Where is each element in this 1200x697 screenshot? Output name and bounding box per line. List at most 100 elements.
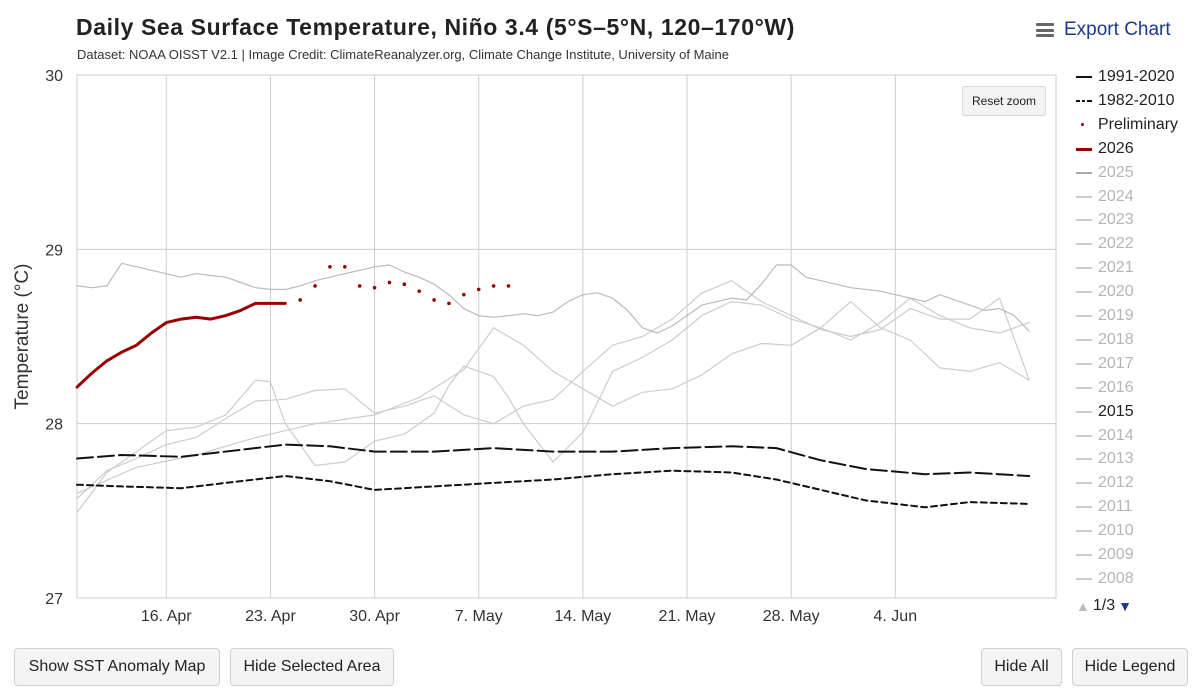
legend-item-1982-2010[interactable]: 1982-2010 <box>1076 90 1175 112</box>
legend-item-2026[interactable]: 2026 <box>1076 138 1134 160</box>
legend-item-2015[interactable]: 2015 <box>1076 401 1134 423</box>
legend-label: 2022 <box>1098 235 1134 253</box>
legend-item-Preliminary[interactable]: Preliminary <box>1076 114 1178 136</box>
legend-symbol-icon <box>1076 71 1092 83</box>
pager-down-icon[interactable]: ▼ <box>1118 598 1132 614</box>
legend-symbol-icon <box>1076 214 1092 226</box>
preliminary-point <box>432 298 436 302</box>
legend-label: 2023 <box>1098 211 1134 229</box>
x-tick-label: 4. Jun <box>874 608 918 625</box>
legend-symbol-icon <box>1076 167 1092 179</box>
preliminary-point <box>387 280 392 285</box>
series-2026-line <box>75 301 287 389</box>
legend-label: Preliminary <box>1098 115 1179 133</box>
legend-symbol-icon <box>1076 358 1092 370</box>
hide-all-button[interactable]: Hide All <box>981 648 1062 686</box>
x-tick-label: 14. May <box>554 608 611 625</box>
legend-label: 2024 <box>1098 187 1134 205</box>
pager-label: 1/3 <box>1092 597 1116 614</box>
legend-label: 2025 <box>1098 163 1134 181</box>
legend-symbol-icon <box>1076 262 1092 274</box>
legend-item-2008[interactable]: 2008 <box>1076 568 1134 590</box>
legend-item-2024[interactable]: 2024 <box>1076 186 1134 208</box>
reset-zoom-button[interactable]: Reset zoom <box>962 86 1046 116</box>
export-chart-button[interactable]: Export Chart <box>1036 17 1171 43</box>
series-2015-line <box>76 262 1030 334</box>
legend-symbol-icon <box>1076 119 1092 131</box>
legend-symbol-icon <box>1076 453 1092 465</box>
show-sst-anomaly-map-button[interactable]: Show SST Anomaly Map <box>14 648 220 686</box>
legend-item-2012[interactable]: 2012 <box>1076 472 1134 494</box>
legend-label: 2008 <box>1098 569 1134 587</box>
preliminary-point <box>402 282 407 287</box>
legend-label: 2013 <box>1098 450 1134 468</box>
legend-item-2014[interactable]: 2014 <box>1076 425 1134 447</box>
legend-item-2023[interactable]: 2023 <box>1076 209 1134 231</box>
y-axis-label: Temperature (°C) <box>12 264 33 410</box>
preliminary-point <box>462 292 466 297</box>
legend-item-2013[interactable]: 2013 <box>1076 448 1134 470</box>
legend-label: 2011 <box>1098 498 1133 516</box>
legend-item-2021[interactable]: 2021 <box>1076 257 1134 279</box>
legend-item-2019[interactable]: 2019 <box>1076 305 1134 327</box>
legend-label: 2017 <box>1098 354 1134 372</box>
legend-symbol-icon <box>1076 382 1092 394</box>
legend-item-2020[interactable]: 2020 <box>1076 281 1134 303</box>
legend-symbol-icon <box>1076 549 1092 561</box>
series-1991-2020-line <box>76 443 1031 477</box>
legend-label: 2014 <box>1098 426 1134 444</box>
preliminary-point <box>476 287 481 292</box>
legend-item-2011[interactable]: 2011 <box>1076 496 1132 518</box>
hamburger-menu-icon <box>1036 23 1054 37</box>
legend-label: 2012 <box>1098 474 1134 492</box>
legend-item-2025[interactable]: 2025 <box>1076 162 1134 184</box>
past-year-line <box>76 301 1030 494</box>
legend-label: 2019 <box>1098 307 1134 324</box>
legend-item-2017[interactable]: 2017 <box>1076 353 1134 375</box>
export-chart-label: Export Chart <box>1064 19 1171 40</box>
legend-item-2009[interactable]: 2009 <box>1076 544 1134 566</box>
legend-symbol-icon <box>1076 334 1092 346</box>
past-year-line <box>76 280 1030 500</box>
legend-label: 2010 <box>1098 522 1134 540</box>
preliminary-point <box>491 284 496 288</box>
x-tick-label: 7. May <box>455 608 503 625</box>
legend-item-2010[interactable]: 2010 <box>1076 520 1134 542</box>
hide-legend-button[interactable]: Hide Legend <box>1072 648 1188 686</box>
y-tick-label: 27 <box>45 591 63 608</box>
legend-symbol-icon <box>1076 430 1092 442</box>
legend-item-1991-2020[interactable]: 1991-2020 <box>1076 66 1175 88</box>
preliminary-point <box>447 301 451 306</box>
y-tick-label: 30 <box>45 68 63 85</box>
legend-symbol-icon <box>1076 573 1092 585</box>
legend-symbol-icon <box>1076 143 1092 155</box>
legend-label: 1982-2010 <box>1098 91 1175 109</box>
preliminary-point <box>372 285 377 290</box>
chart-subtitle: Dataset: NOAA OISST V2.1 | Image Credit:… <box>77 47 729 62</box>
legend-label: 2016 <box>1098 378 1134 396</box>
pager-up-icon[interactable]: ▲ <box>1076 598 1090 614</box>
legend-symbol-icon <box>1076 286 1092 298</box>
legend-item-2022[interactable]: 2022 <box>1076 233 1134 255</box>
legend-symbol-icon <box>1076 477 1092 489</box>
preliminary-point <box>417 289 422 293</box>
legend-item-2018[interactable]: 2018 <box>1076 329 1134 351</box>
legend-label: 2009 <box>1098 546 1134 563</box>
preliminary-point <box>357 284 362 288</box>
legend-symbol-icon <box>1076 525 1092 537</box>
grid <box>77 74 1056 599</box>
legend-item-2016[interactable]: 2016 <box>1076 377 1134 399</box>
series-layer <box>75 262 1031 514</box>
x-tick-label: 16. Apr <box>141 608 192 625</box>
legend-symbol-icon <box>1076 238 1092 250</box>
legend-pager: ▲ 1/3 ▼ <box>1076 597 1132 615</box>
y-tick-label: 28 <box>45 417 63 434</box>
x-tick-label: 30. Apr <box>349 608 400 625</box>
hide-selected-area-button[interactable]: Hide Selected Area <box>230 648 394 686</box>
preliminary-point <box>313 284 317 288</box>
y-tick-label: 29 <box>45 242 63 259</box>
legend-symbol-icon <box>1076 191 1092 203</box>
legend-symbol-icon <box>1076 95 1092 107</box>
plot-border <box>76 74 1057 599</box>
